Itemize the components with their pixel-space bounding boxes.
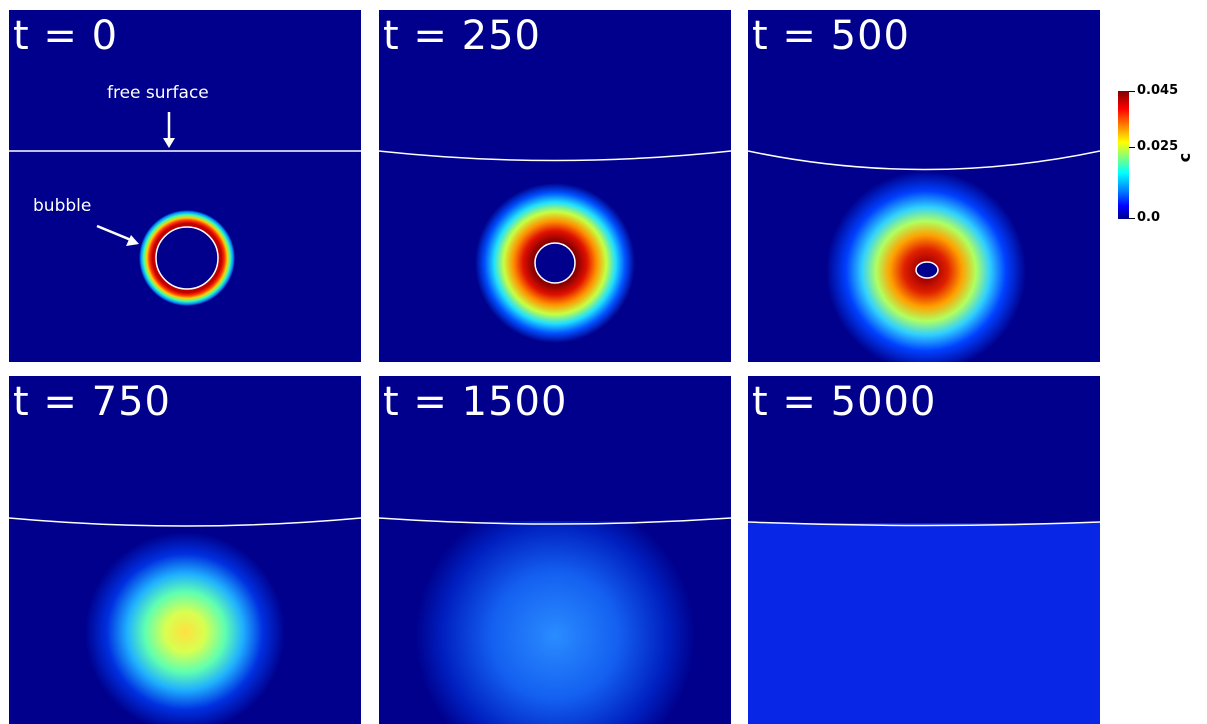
- panel-t0-field: [9, 112, 361, 306]
- time-label: t = 500: [752, 13, 910, 59]
- colorbar-mid-label: 0.025: [1137, 139, 1179, 154]
- time-label: t = 250: [383, 13, 541, 59]
- time-label: t = 0: [13, 13, 119, 59]
- colorbar: [1118, 91, 1129, 219]
- panel-t1500: t = 1500: [379, 376, 731, 724]
- colorbar-tick-min: [1129, 218, 1135, 219]
- panel-t1500-field: [379, 517, 731, 724]
- colorbar-variable-label: c: [1175, 152, 1195, 163]
- panel-t250: t = 250: [379, 10, 731, 362]
- time-label: t = 750: [13, 379, 171, 425]
- panel-t500-field: [748, 150, 1100, 362]
- panel-t750: t = 750: [9, 376, 361, 724]
- time-label: t = 1500: [383, 379, 568, 425]
- bubble-interface: [155, 226, 219, 290]
- free-surface-line: [379, 150, 731, 162]
- free-surface-line: [748, 150, 1100, 171]
- bubble-arrow: [96, 224, 132, 242]
- panel-t500: t = 500: [748, 10, 1100, 362]
- panel-t0: t = 0 free surface bubble: [9, 10, 361, 362]
- colorbar-tick-mid: [1129, 147, 1135, 148]
- free-surface-arrowhead: [163, 138, 175, 148]
- free-surface-annotation: free surface: [107, 83, 209, 103]
- colorbar-tick-max: [1129, 91, 1135, 92]
- free-surface-line: [748, 521, 1100, 527]
- concentration-plume: [85, 532, 285, 724]
- bubble-interface: [534, 242, 576, 284]
- panel-t250-field: [379, 150, 731, 343]
- panel-t5000-field: [748, 521, 1100, 724]
- concentration-plume: [379, 521, 731, 724]
- time-label: t = 5000: [752, 379, 937, 425]
- free-surface-line: [379, 517, 731, 525]
- bubble-interface: [915, 261, 939, 279]
- panel-t750-field: [9, 517, 361, 724]
- bubble-annotation: bubble: [33, 196, 92, 216]
- panel-t5000: t = 5000: [748, 376, 1100, 724]
- concentration-field: [748, 523, 1100, 724]
- free-surface-line: [9, 517, 361, 527]
- colorbar-max-label: 0.045: [1137, 83, 1179, 98]
- bubble-arrowhead: [126, 235, 139, 246]
- colorbar-min-label: 0.0: [1137, 210, 1161, 225]
